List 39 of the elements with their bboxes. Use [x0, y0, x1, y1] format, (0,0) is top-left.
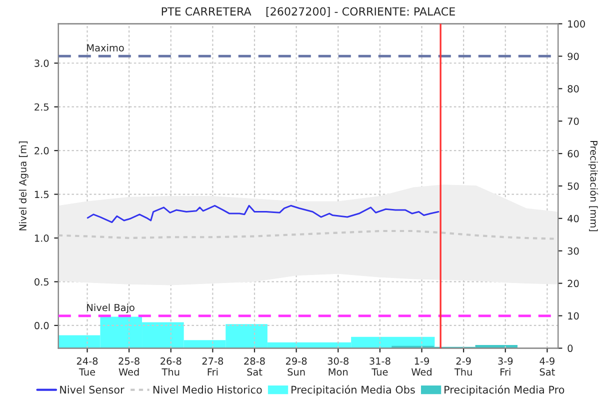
ref-line-label: Nivel Bajo	[87, 304, 134, 314]
y-axis-title: Nivel del Agua [m]	[18, 142, 28, 230]
y2-tick-label: 60	[568, 150, 579, 158]
y-tick-label: 3.0	[34, 60, 49, 67]
x-tick-label: 25-8 Wed	[118, 357, 140, 376]
y-tick-label: 0.5	[34, 278, 49, 286]
y2-tick-label: 50	[568, 182, 579, 190]
y-tick-label: 1.5	[34, 190, 49, 198]
y-tick-label: 2.0	[34, 147, 49, 154]
y-tick-label: 2.5	[34, 103, 49, 111]
x-tick-label: 27-8 Fri	[202, 357, 224, 376]
x-tick-label: 30-8 Mon	[328, 357, 348, 376]
y-tick-label: 1.0	[34, 234, 49, 242]
y2-tick-label: 20	[568, 280, 579, 288]
legend-label: Nivel Sensor	[60, 386, 124, 394]
y2-tick-label: 0	[568, 344, 573, 352]
legend-label: Precipitación Media Obs	[292, 385, 415, 396]
y2-tick-label: 10	[568, 312, 579, 320]
y2-tick-label: 70	[568, 118, 579, 125]
chart-title: PTE CARRETERA [26027200] - CORRIENTE: PALACE	[162, 7, 455, 17]
y2-tick-label: 100	[568, 20, 585, 28]
x-tick-label: 4-9 Sat	[540, 357, 555, 376]
y2-tick-label: 80	[568, 85, 579, 92]
legend-label: Precipitación Media Pro	[444, 385, 564, 396]
x-tick-label: 24-8 Tue	[76, 357, 98, 376]
x-tick-label: 29-8 Sun	[286, 357, 307, 376]
x-tick-label: 3-9 Fri	[498, 357, 513, 376]
y2-tick-label: 90	[568, 52, 579, 60]
x-tick-label: 26-8 Thu	[160, 357, 182, 376]
x-tick-label: 1-9 Wed	[411, 357, 432, 376]
y-tick-label: 0.0	[34, 322, 49, 330]
legend-label: Nivel Medio Historico	[153, 386, 262, 394]
y2-axis-title: Precipitación [mm]	[588, 140, 598, 232]
y2-tick-label: 40	[568, 214, 579, 222]
x-tick-label: 28-8 Sat	[244, 357, 265, 376]
x-tick-label: 2-9 Thu	[454, 357, 472, 376]
x-tick-label: 31-8 Tue	[370, 357, 390, 376]
ref-line-label: Maximo	[87, 44, 124, 52]
y2-tick-label: 30	[568, 247, 579, 255]
